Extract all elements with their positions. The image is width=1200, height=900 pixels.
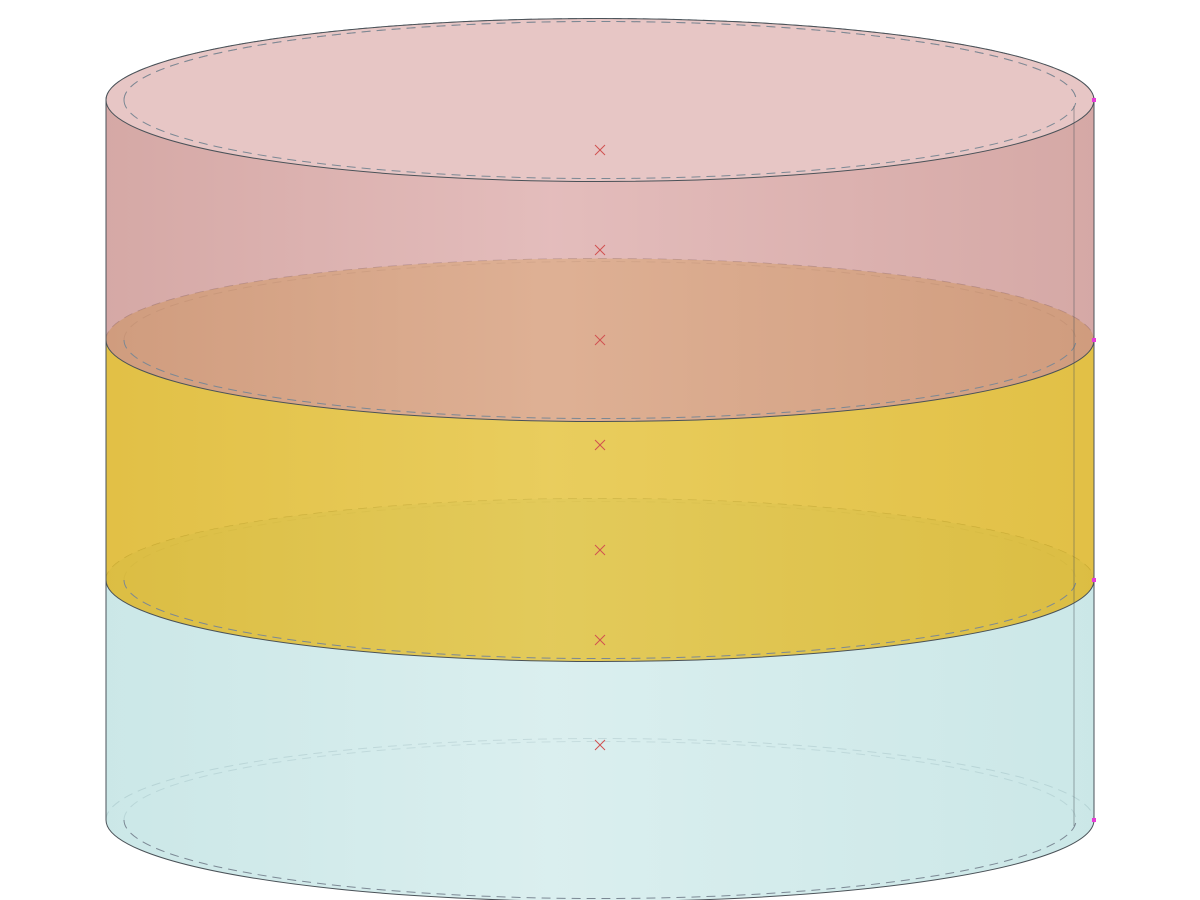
layer-top <box>106 18 1094 421</box>
side-mark <box>1092 338 1096 342</box>
side-mark <box>1092 98 1096 102</box>
side-mark <box>1092 818 1096 822</box>
cylinder-diagram <box>0 0 1200 900</box>
diagram-stage <box>0 0 1200 900</box>
layer-fills <box>106 18 1094 900</box>
side-mark <box>1092 578 1096 582</box>
